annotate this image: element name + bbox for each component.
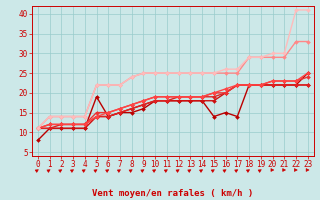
X-axis label: Vent moyen/en rafales ( km/h ): Vent moyen/en rafales ( km/h ) — [92, 189, 253, 198]
